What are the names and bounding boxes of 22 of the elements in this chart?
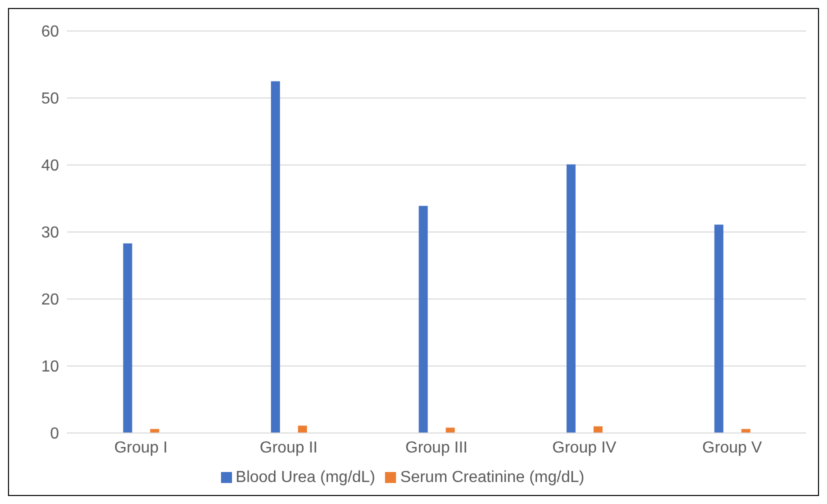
x-tick-label: Group V — [702, 439, 762, 456]
bar — [594, 426, 603, 433]
bar — [566, 164, 576, 433]
bar — [270, 81, 280, 433]
bar — [418, 206, 428, 433]
legend-label: Serum Creatinine (mg/dL) — [400, 469, 584, 486]
x-tick-label: Group IV — [552, 439, 617, 456]
y-tick-label: 20 — [41, 292, 60, 309]
x-tick-label: Group I — [114, 439, 168, 456]
bar — [123, 243, 132, 433]
x-tick-label: Group III — [405, 439, 468, 456]
legend-label: Blood Urea (mg/dL) — [236, 469, 376, 486]
y-tick-label: 40 — [41, 158, 60, 175]
bar — [446, 428, 455, 433]
y-tick-label: 60 — [41, 24, 60, 41]
bar — [714, 224, 724, 433]
y-tick-label: 10 — [41, 358, 60, 376]
bar — [298, 426, 307, 433]
x-tick-label: Group II — [260, 439, 318, 456]
y-tick-label: 30 — [41, 224, 60, 242]
y-tick-label: 0 — [50, 426, 60, 443]
y-tick-label: 50 — [41, 90, 60, 108]
